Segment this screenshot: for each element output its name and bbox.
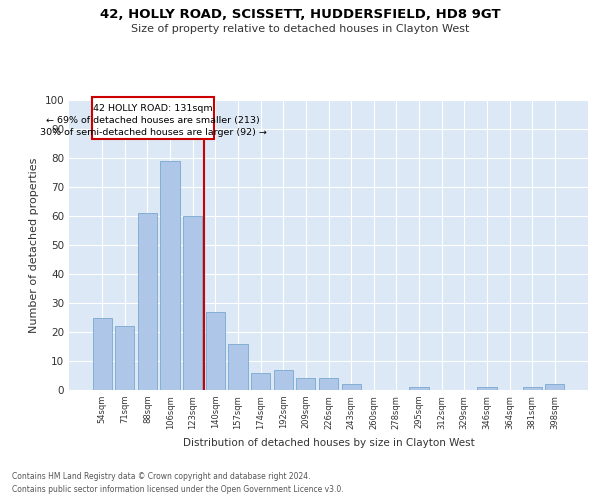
Text: 42, HOLLY ROAD, SCISSETT, HUDDERSFIELD, HD8 9GT: 42, HOLLY ROAD, SCISSETT, HUDDERSFIELD, … [100, 8, 500, 20]
Text: ← 69% of detached houses are smaller (213): ← 69% of detached houses are smaller (21… [46, 116, 260, 125]
Bar [115, 326, 134, 390]
Bar [523, 387, 542, 390]
Text: Contains HM Land Registry data © Crown copyright and database right 2024.: Contains HM Land Registry data © Crown c… [12, 472, 311, 481]
FancyBboxPatch shape [92, 97, 214, 139]
Bar [229, 344, 248, 390]
Bar [138, 213, 157, 390]
Bar [296, 378, 316, 390]
Bar [341, 384, 361, 390]
Text: Distribution of detached houses by size in Clayton West: Distribution of detached houses by size … [183, 438, 475, 448]
Bar [183, 216, 202, 390]
Bar [409, 387, 428, 390]
Bar [274, 370, 293, 390]
Y-axis label: Number of detached properties: Number of detached properties [29, 158, 39, 332]
Text: 30% of semi-detached houses are larger (92) →: 30% of semi-detached houses are larger (… [40, 128, 266, 136]
Bar [251, 372, 270, 390]
Bar [545, 384, 565, 390]
Bar [92, 318, 112, 390]
Bar [319, 378, 338, 390]
Bar [160, 161, 180, 390]
Text: Contains public sector information licensed under the Open Government Licence v3: Contains public sector information licen… [12, 485, 344, 494]
Bar [206, 312, 225, 390]
Bar [477, 387, 497, 390]
Text: 42 HOLLY ROAD: 131sqm: 42 HOLLY ROAD: 131sqm [94, 104, 213, 114]
Text: Size of property relative to detached houses in Clayton West: Size of property relative to detached ho… [131, 24, 469, 34]
